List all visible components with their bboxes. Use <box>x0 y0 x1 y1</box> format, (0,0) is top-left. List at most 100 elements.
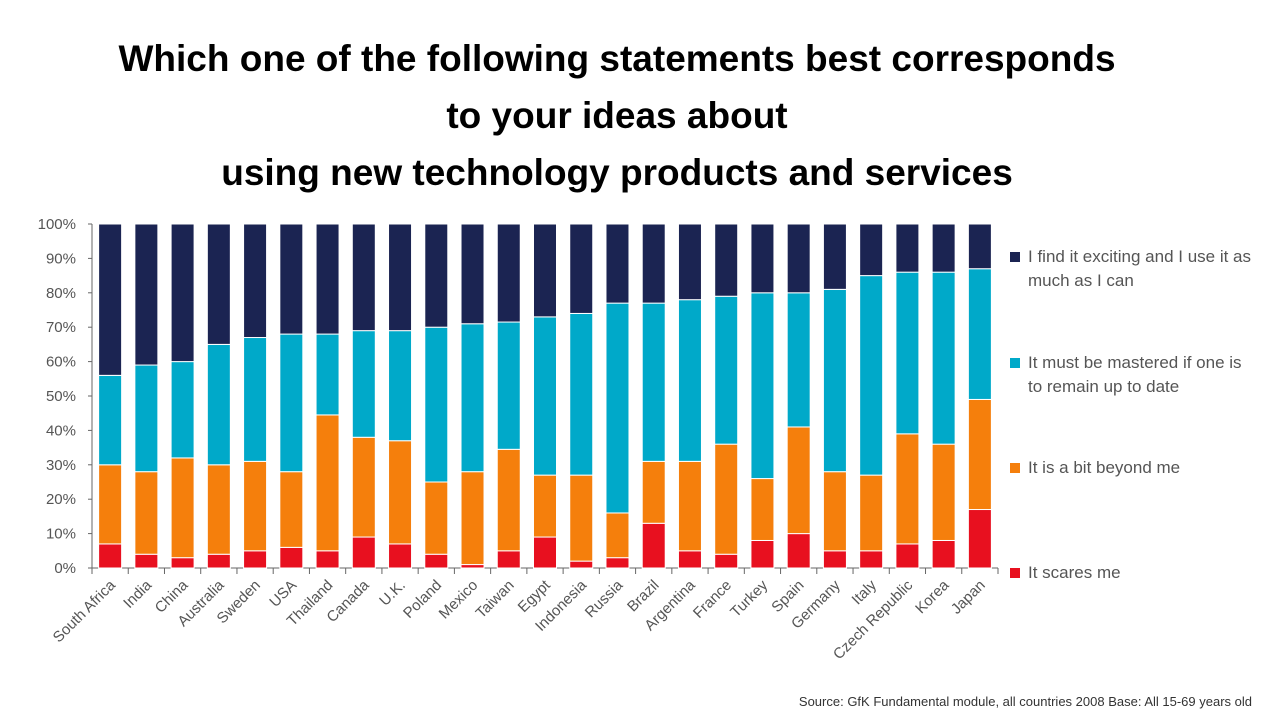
bar-segment <box>533 223 557 318</box>
bar-segment <box>388 223 413 332</box>
bar-segment <box>641 223 666 304</box>
bar-segment <box>641 302 666 462</box>
bar-segment <box>750 223 775 294</box>
title-line-3: using new technology products and servic… <box>221 152 1013 193</box>
bar-segment <box>98 543 123 569</box>
bar-segment <box>822 223 847 290</box>
bar-segment <box>967 398 992 511</box>
source-note: Source: GfK Fundamental module, all coun… <box>798 694 1252 709</box>
bar-segment <box>605 512 630 559</box>
x-tick-label: Italy <box>849 576 881 608</box>
bar-segment <box>134 364 159 473</box>
legend-label: It is a bit beyond me <box>1028 458 1181 477</box>
legend-swatch <box>1010 568 1020 578</box>
bar-segment <box>714 443 739 555</box>
bar-segment <box>460 223 485 325</box>
bar-segment <box>714 553 739 569</box>
bar-segment <box>967 509 992 569</box>
bar-segment <box>98 223 123 376</box>
x-tick-label: Taiwan <box>473 577 518 622</box>
bar-segment <box>931 223 956 273</box>
bar-segment <box>170 223 195 363</box>
bar-segment <box>533 536 557 569</box>
bar-segment <box>279 223 304 335</box>
bar-segment <box>424 553 449 569</box>
bar-segment <box>605 302 630 514</box>
legend-item: I find it exciting and I use it as much … <box>1010 245 1260 293</box>
bar-segment <box>206 553 231 569</box>
bar-segment <box>424 326 449 483</box>
bar-segment <box>279 471 304 548</box>
bar-segment <box>279 546 304 569</box>
legend-label: It scares me <box>1028 563 1121 582</box>
y-tick-label: 30% <box>46 457 76 474</box>
bar-segment <box>786 292 811 428</box>
bar-segment <box>714 295 739 445</box>
bar-segment <box>786 426 811 535</box>
y-tick-label: 40% <box>46 422 76 439</box>
bar-segment <box>496 321 521 450</box>
legend-label: It must be mastered if one is to remain … <box>1028 353 1242 396</box>
x-tick-label: Japan <box>948 577 989 618</box>
bar-segment <box>931 443 956 541</box>
y-tick-label: 80% <box>46 285 76 302</box>
legend-swatch <box>1010 358 1020 368</box>
bar-segment <box>677 550 702 569</box>
bar-segment <box>967 223 992 270</box>
legend-item: It is a bit beyond me <box>1010 456 1260 480</box>
bar-segment <box>931 271 956 445</box>
y-tick-label: 0% <box>54 560 76 577</box>
bar-segment <box>822 471 847 552</box>
bar-segment <box>134 553 159 569</box>
x-tick-label: Poland <box>400 577 445 622</box>
bar-segment <box>424 481 449 555</box>
bar-segment <box>315 223 340 335</box>
bar-segment <box>569 560 594 569</box>
bar-segment <box>134 223 159 366</box>
bar-segment <box>822 288 847 473</box>
bar-segment <box>243 337 268 462</box>
bar-segment <box>895 271 920 435</box>
bar-segment <box>895 543 920 569</box>
bar-segment <box>351 223 376 332</box>
bar-segment <box>895 223 920 273</box>
bar-segment <box>243 460 268 552</box>
legend-label: I find it exciting and I use it as much … <box>1028 247 1252 290</box>
bar-segment <box>351 536 376 569</box>
bar-segment <box>822 550 847 569</box>
bar-segment <box>533 474 557 538</box>
bar-segment <box>496 550 521 569</box>
x-tick-label: South Africa <box>50 576 120 646</box>
bar-segment <box>170 361 195 459</box>
bar-segment <box>206 223 231 345</box>
y-tick-label: 60% <box>46 354 76 371</box>
bar-segment <box>677 460 702 552</box>
bar-segment <box>279 333 304 473</box>
bar-segment <box>677 299 702 462</box>
chart-title: Which one of the following statements be… <box>0 30 1234 201</box>
bar-segment <box>424 223 449 328</box>
bar-segment <box>859 550 884 569</box>
bar-segment <box>315 414 340 552</box>
bar-segment <box>206 343 231 466</box>
bar-segment <box>569 474 594 562</box>
bar-segment <box>750 292 775 480</box>
x-tick-label: Turkey <box>727 576 771 620</box>
bar-segment <box>243 550 268 569</box>
y-tick-label: 20% <box>46 491 76 508</box>
bar-segment <box>388 543 413 569</box>
y-tick-label: 10% <box>46 526 76 543</box>
bar-segment <box>931 539 956 569</box>
bar-segment <box>859 223 884 277</box>
bar-segment <box>243 223 268 339</box>
bar-segment <box>351 330 376 438</box>
bar-segment <box>98 464 123 545</box>
bar-segment <box>206 464 231 555</box>
legend-item: It must be mastered if one is to remain … <box>1010 351 1260 399</box>
title-line-1: Which one of the following statements be… <box>118 38 1116 79</box>
bar-segment <box>388 440 413 545</box>
bar-segment <box>714 223 739 297</box>
bar-segment <box>569 312 594 476</box>
bar-segment <box>315 550 340 569</box>
bar-segment <box>388 330 413 442</box>
